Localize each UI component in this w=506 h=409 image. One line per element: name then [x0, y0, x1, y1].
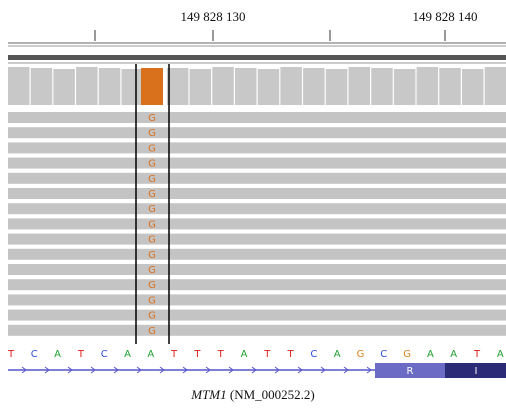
- read-base: G: [148, 204, 156, 215]
- gene-name: MTM1: [190, 387, 226, 402]
- reference-base: T: [287, 349, 295, 360]
- read: [8, 310, 506, 321]
- coverage-bar: [258, 69, 280, 105]
- coverage-bar: [462, 69, 484, 105]
- read-base: G: [148, 280, 156, 291]
- read-base: G: [148, 250, 156, 261]
- read-base: G: [148, 265, 156, 276]
- coverage-track: [8, 67, 506, 105]
- reference-base: T: [193, 349, 201, 360]
- read: [8, 294, 506, 305]
- coverage-bar: [280, 67, 302, 105]
- ruler-label: 149 828 130: [181, 9, 246, 24]
- reference-base: A: [147, 349, 154, 360]
- reference-base: C: [101, 349, 108, 360]
- coverage-bar: [76, 67, 98, 105]
- coverage-bar: [394, 69, 416, 105]
- reference-base: T: [170, 349, 178, 360]
- coverage-bar: [212, 67, 234, 105]
- amino-acid: I: [475, 366, 478, 377]
- coverage-bar: [8, 67, 30, 105]
- reference-base: A: [241, 349, 248, 360]
- coverage-bar: [235, 68, 257, 105]
- track-divider: [8, 62, 506, 64]
- coverage-bar: [53, 69, 75, 105]
- reference-base: A: [54, 349, 61, 360]
- read-base: G: [148, 113, 156, 124]
- read: [8, 142, 506, 153]
- coverage-bar: [303, 68, 325, 105]
- read: [8, 218, 506, 229]
- coverage-bar: [122, 69, 144, 105]
- reference-base: A: [427, 349, 434, 360]
- coverage-bar: [371, 68, 393, 105]
- coverage-bar: [99, 68, 121, 105]
- read-base: G: [148, 326, 156, 337]
- read-base: G: [148, 128, 156, 139]
- reference-base: T: [77, 349, 85, 360]
- coverage-bar: [31, 68, 53, 105]
- reference-base: T: [217, 349, 225, 360]
- coverage-bar: [349, 67, 371, 105]
- read-base: G: [148, 143, 156, 154]
- ruler-label: 149 828 140: [413, 9, 478, 24]
- read-base: G: [148, 295, 156, 306]
- read: [8, 158, 506, 169]
- reference-base: C: [380, 349, 387, 360]
- read-base: G: [148, 235, 156, 246]
- reference-base: C: [310, 349, 317, 360]
- read-base: G: [148, 189, 156, 200]
- transcript-id: (NM_000252.2): [230, 387, 315, 402]
- coverage-bar: [439, 68, 461, 105]
- reference-base: C: [31, 349, 38, 360]
- reference-base: A: [124, 349, 131, 360]
- read: [8, 112, 506, 123]
- read-base: G: [148, 311, 156, 322]
- coverage-bar: [190, 69, 212, 105]
- read: [8, 325, 506, 336]
- reference-base: G: [357, 349, 365, 360]
- reference-base: G: [403, 349, 411, 360]
- read: [8, 173, 506, 184]
- read: [8, 264, 506, 275]
- amino-acid: R: [407, 366, 414, 377]
- read: [8, 279, 506, 290]
- igv-view: GGGGGGGGGGGGGGG TCATCAATTTATTCAGCGAATA R…: [0, 0, 506, 409]
- coverage-bar-mismatch: [141, 68, 163, 105]
- reference-base: A: [334, 349, 341, 360]
- reference-base: T: [473, 349, 481, 360]
- read: [8, 203, 506, 214]
- read: [8, 234, 506, 245]
- read-base: G: [148, 174, 156, 185]
- reference-base: T: [263, 349, 271, 360]
- coverage-bar: [485, 67, 506, 105]
- reference-base: A: [497, 349, 504, 360]
- read-base: G: [148, 219, 156, 230]
- track-divider: [8, 55, 506, 60]
- reference-base: T: [7, 349, 15, 360]
- reference-base: A: [450, 349, 457, 360]
- read: [8, 127, 506, 138]
- read-base: G: [148, 159, 156, 170]
- gene-label: MTM1 (NM_000252.2): [190, 387, 315, 402]
- coverage-bar: [326, 69, 348, 105]
- read: [8, 249, 506, 260]
- read: [8, 188, 506, 199]
- coverage-bar: [167, 68, 189, 105]
- coverage-bar: [417, 67, 439, 105]
